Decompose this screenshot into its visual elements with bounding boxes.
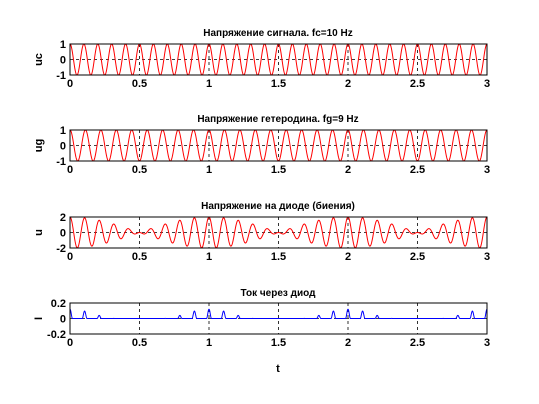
panel-4-xtick-5: 2.5 (410, 337, 425, 349)
panel-3-ytick-0: 2 (60, 212, 66, 224)
panel-2-xtick-1: 0.5 (132, 164, 147, 176)
panel-3-axes-box (69, 216, 488, 249)
panel-3-x-ticks: 0 0.5 1 1.5 2 2.5 3 (67, 251, 490, 263)
panel-4-xtick-6: 3 (484, 337, 490, 349)
panel-2-xtick-4: 2 (345, 164, 351, 176)
panel-2-ylabel: ug (33, 139, 45, 152)
panel-4-series-line (69, 308, 488, 319)
panel-3-xtick-6: 3 (484, 251, 490, 263)
panel-1-grid (70, 44, 487, 75)
panel-4: Ток через диод 0 0.5 1 1.5 2 2.5 3 0.2 0… (33, 288, 490, 375)
panel-4-ytick-0: 0.2 (51, 298, 66, 310)
panel-4-grid (70, 303, 487, 334)
panel-1-xtick-5: 2.5 (410, 78, 425, 90)
panel-4-x-ticks: 0 0.5 1 1.5 2 2.5 3 (67, 337, 490, 349)
panel-4-ylabel: I (33, 317, 45, 320)
panel-2-grid (70, 130, 487, 161)
panel-4-xtick-4: 2 (345, 337, 351, 349)
panel-4-title: Ток через диод (241, 288, 317, 299)
panel-3-series-line (69, 216, 488, 249)
panel-3-xtick-5: 2.5 (410, 251, 425, 263)
panel-1-xtick-4: 2 (345, 78, 351, 90)
panel-1-xtick-2: 1 (206, 78, 212, 90)
panel-4-y-ticks: 0.2 0 -0.2 (47, 298, 66, 341)
panel-1-ytick-1: 0 (60, 55, 66, 67)
panel-1: Напряжение сигнала. fc=10 Hz 0 0.5 1 1.5… (33, 28, 490, 90)
panel-1-ytick-0: 1 (60, 39, 66, 51)
panel-2-xtick-0: 0 (67, 164, 73, 176)
panel-4-xlabel: t (276, 363, 280, 375)
panel-3-y-ticks: 2 0 -2 (56, 212, 66, 255)
panel-4-xtick-2: 1 (206, 337, 212, 349)
panel-1-xtick-6: 3 (484, 78, 490, 90)
panel-1-xtick-0: 0 (67, 78, 73, 90)
panel-3-xtick-3: 1.5 (271, 251, 286, 263)
panel-1-x-ticks: 0 0.5 1 1.5 2 2.5 3 (67, 78, 490, 90)
panel-1-xtick-1: 0.5 (132, 78, 147, 90)
panel-3-ytick-1: 0 (60, 228, 66, 240)
panel-4-ytick-1: 0 (60, 314, 66, 326)
panel-2-ytick-2: -1 (56, 156, 66, 168)
panel-2-axes-box (69, 129, 488, 162)
panel-3-ytick-2: -2 (56, 243, 66, 255)
panel-2-ytick-1: 0 (60, 141, 66, 153)
panel-1-ylabel: uc (33, 53, 45, 66)
panel-3-title: Напряжение на диоде (биения) (201, 200, 355, 212)
panel-2-x-ticks: 0 0.5 1 1.5 2 2.5 3 (67, 164, 490, 176)
panel-2-xtick-3: 1.5 (271, 164, 286, 176)
panel-1-xtick-3: 1.5 (271, 78, 286, 90)
panel-4-axes-box (69, 302, 488, 335)
panel-4-ytick-2: -0.2 (47, 329, 66, 341)
panel-4-xtick-3: 1.5 (271, 337, 286, 349)
panel-3-xtick-1: 0.5 (132, 251, 147, 263)
panel-3-grid (70, 217, 487, 248)
panel-2-title: Напряжение гетеродина. fg=9 Hz (197, 114, 358, 125)
panel-1-title: Напряжение сигнала. fc=10 Hz (203, 28, 352, 39)
panel-3-xtick-4: 2 (345, 251, 351, 263)
panel-3-xtick-0: 0 (67, 251, 73, 263)
panel-3-ylabel: u (33, 229, 45, 236)
panel-2-ytick-0: 1 (60, 125, 66, 137)
panel-3: Напряжение на диоде (биения) 0 0.5 1 1.5… (33, 200, 490, 263)
panel-2-y-ticks: 1 0 -1 (56, 125, 66, 168)
panel-1-ytick-2: -1 (56, 70, 66, 82)
panel-1-y-ticks: 1 0 -1 (56, 39, 66, 82)
panel-2-xtick-5: 2.5 (410, 164, 425, 176)
panel-4-xtick-1: 0.5 (132, 337, 147, 349)
panel-2-xtick-6: 3 (484, 164, 490, 176)
panel-2-xtick-2: 1 (206, 164, 212, 176)
panel-1-axes-box (69, 43, 488, 76)
panel-3-xtick-2: 1 (206, 251, 212, 263)
panel-2: Напряжение гетеродина. fg=9 Hz 0 0.5 1 1… (33, 114, 490, 176)
panel-4-xtick-0: 0 (67, 337, 73, 349)
